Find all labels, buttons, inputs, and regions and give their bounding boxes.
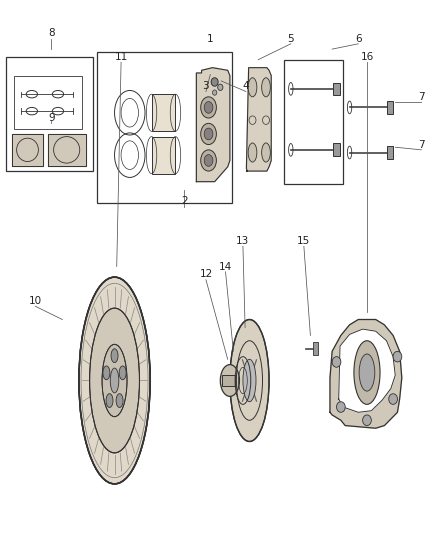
Ellipse shape <box>201 123 216 144</box>
Bar <box>6 57 93 171</box>
Bar <box>387 146 392 159</box>
Text: 8: 8 <box>48 28 55 38</box>
Ellipse shape <box>220 365 240 397</box>
Polygon shape <box>330 319 402 428</box>
Bar <box>97 52 232 203</box>
Ellipse shape <box>103 366 110 379</box>
Ellipse shape <box>102 344 127 417</box>
Ellipse shape <box>110 368 119 393</box>
Text: 7: 7 <box>418 92 425 102</box>
Text: 11: 11 <box>114 52 128 62</box>
Ellipse shape <box>230 319 269 441</box>
Text: 3: 3 <box>203 81 209 91</box>
Text: 13: 13 <box>237 236 250 246</box>
Ellipse shape <box>201 97 216 118</box>
Polygon shape <box>339 329 395 413</box>
Bar <box>152 136 176 174</box>
Ellipse shape <box>201 150 216 171</box>
Text: 16: 16 <box>360 52 374 62</box>
Ellipse shape <box>119 366 126 379</box>
Ellipse shape <box>243 359 256 402</box>
Ellipse shape <box>248 143 257 162</box>
Ellipse shape <box>211 78 218 86</box>
Ellipse shape <box>204 128 213 140</box>
Polygon shape <box>247 68 271 171</box>
Ellipse shape <box>336 402 345 413</box>
Bar <box>313 342 318 355</box>
Ellipse shape <box>90 308 139 453</box>
Text: 2: 2 <box>181 196 187 206</box>
Text: 7: 7 <box>418 140 425 150</box>
Text: 6: 6 <box>355 34 362 44</box>
Ellipse shape <box>212 90 217 95</box>
Ellipse shape <box>218 84 223 91</box>
Text: 15: 15 <box>297 236 311 246</box>
Polygon shape <box>196 68 230 182</box>
Bar <box>333 143 340 156</box>
Ellipse shape <box>79 277 150 484</box>
Text: 10: 10 <box>29 296 42 306</box>
Bar <box>387 101 392 114</box>
Bar <box>14 76 82 128</box>
Bar <box>284 60 343 184</box>
Bar <box>152 94 176 131</box>
Ellipse shape <box>116 394 123 407</box>
Text: 14: 14 <box>219 262 232 271</box>
Text: 12: 12 <box>199 270 212 279</box>
Bar <box>222 375 235 386</box>
Text: 9: 9 <box>48 113 55 123</box>
Ellipse shape <box>261 143 270 162</box>
Ellipse shape <box>359 354 375 391</box>
Ellipse shape <box>261 78 270 97</box>
Ellipse shape <box>354 341 380 405</box>
Ellipse shape <box>204 155 213 166</box>
Ellipse shape <box>106 394 113 407</box>
Ellipse shape <box>332 357 341 367</box>
Ellipse shape <box>204 102 213 114</box>
Polygon shape <box>12 134 43 166</box>
Ellipse shape <box>389 394 397 405</box>
Text: 4: 4 <box>243 81 249 91</box>
Ellipse shape <box>248 78 257 97</box>
Text: 1: 1 <box>207 34 214 44</box>
Bar <box>333 83 340 95</box>
Ellipse shape <box>393 351 402 362</box>
Polygon shape <box>48 134 86 166</box>
Ellipse shape <box>111 349 118 362</box>
Ellipse shape <box>363 415 371 425</box>
Text: 5: 5 <box>287 34 294 44</box>
